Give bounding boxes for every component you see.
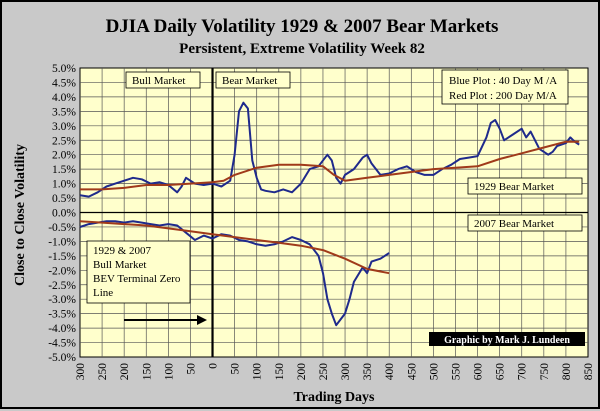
y-tick-label: -1.0% [48,236,76,248]
y-tick-label: 1.5% [52,164,76,176]
y-tick-label: 2.5% [52,135,76,147]
legend-box [441,69,569,105]
credit-text: Graphic by Mark J. Lundeen [444,335,570,346]
x-tick-label: 150 [274,363,286,381]
bear-1929-label: 1929 Bear Market [474,181,554,193]
bull-market-label-box [125,71,201,89]
y-tick-label: -2.5% [48,280,76,292]
bear-2007-label: 2007 Bear Market [474,218,554,230]
bear-2007-label-box [467,214,583,232]
y-tick-label: -3.0% [48,294,76,306]
credit-box [429,332,585,346]
x-tick-label: 550 [450,363,462,381]
bev-arrow-head [197,315,207,325]
legend-blue: Blue Plot : 40 Day M /A [449,75,557,87]
chart-subtitle: Persistent, Extreme Volatility Week 82 [179,41,425,57]
x-tick-label: 650 [495,363,507,381]
y-axis-ticks: 5.0% 4.5% 4.0% 3.5% 3.0% 2.5% 2.0% 1.5% 1.0% 0.5%… [48,63,76,364]
x-tick-label: 150 [141,363,153,381]
y-tick-label: -4.5% [48,338,76,350]
x-tick-label: 450 [406,363,418,381]
y-tick-label: 4.0% [52,92,76,104]
legend-red: Red Plot : 200 Day M/A [449,90,557,102]
x-tick-label: 850 [583,363,595,381]
y-tick-label: -4.0% [48,323,76,335]
x-tick-label: 700 [517,363,529,381]
x-tick-label: 400 [384,363,396,381]
y-tick-label: 0.0% [52,208,76,220]
x-tick-label: 300 [340,363,352,381]
bev-note-box [86,240,191,304]
x-tick-label: 250 [318,363,330,381]
y-tick-label: 3.5% [52,106,76,118]
x-tick-label: 750 [539,363,551,381]
x-tick-label: 200 [119,363,131,381]
y-tick-label: 4.5% [52,77,76,89]
series-group [79,101,580,327]
y-tick-label: -1.5% [48,251,76,263]
y-tick-label: 0.5% [52,193,76,205]
y-tick-label: -2.0% [48,265,76,277]
y-tick-label: -0.5% [48,222,76,234]
x-tick-label: 300 [75,363,87,381]
y-tick-label: -3.5% [48,309,76,321]
x-tick-label: 500 [428,363,440,381]
x-axis-ticks: 300 250 200 150 100 50 0 50 100 150 200 250 300 350 40… [75,363,595,381]
bev-note-line-4: Line [93,287,113,299]
bear-1929-label-box [467,177,583,195]
x-tick-label: 0 [208,363,220,369]
series-line [79,220,390,275]
y-tick-label: 5.0% [52,63,76,75]
series-line [79,220,390,327]
x-tick-label: 100 [252,363,264,381]
bear-market-label: Bear Market [222,75,277,87]
x-tick-label: 350 [362,363,374,381]
y-tick-label: 1.0% [52,179,76,191]
x-tick-label: 100 [163,363,175,381]
bev-note-line-1: 1929 & 2007 [93,245,152,257]
chart-title: DJIA Daily Volatility 1929 & 2007 Bear M… [106,16,499,37]
x-tick-label: 50 [185,363,197,375]
bull-market-label: Bull Market [132,75,185,87]
series-line [80,140,580,191]
bev-note-line-3: BEV Terminal Zero [93,273,181,285]
bear-market-label-box [215,71,291,89]
y-tick-label: -5.0% [48,352,76,364]
y-tick-label: 3.0% [52,121,76,133]
y-tick-label: 2.0% [52,150,76,162]
x-axis-label: Trading Days [293,390,375,405]
x-tick-label: 800 [561,363,573,381]
y-axis-label: Close to Close Volatility [13,144,28,286]
x-tick-label: 600 [473,363,485,381]
x-tick-label: 200 [296,363,308,381]
bev-note-line-2: Bull Market [93,259,146,271]
x-tick-label: 250 [97,363,109,381]
x-tick-label: 50 [230,363,242,375]
series-line [79,101,580,198]
